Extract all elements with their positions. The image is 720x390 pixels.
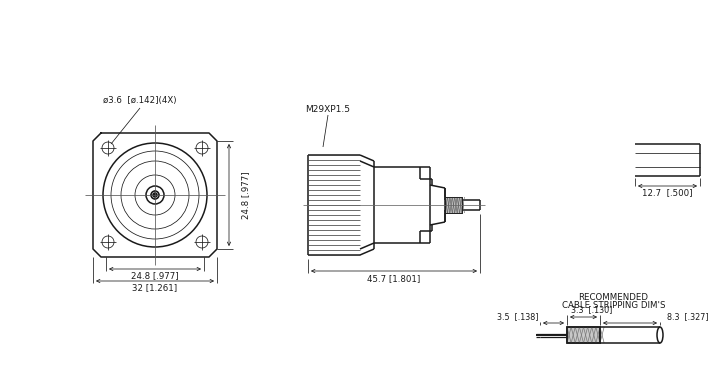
Text: M29XP1.5: M29XP1.5 [305, 106, 351, 115]
Bar [445, 197, 462, 213]
Bar [567, 327, 600, 343]
Bar [567, 327, 600, 343]
Text: 3.3  [.130]: 3.3 [.130] [571, 305, 612, 314]
Text: 32 [1.261]: 32 [1.261] [132, 284, 178, 292]
Text: 8.3  [.327]: 8.3 [.327] [667, 312, 708, 321]
Text: 24.8 [.977]: 24.8 [.977] [241, 171, 251, 219]
Text: 12.7  [.500]: 12.7 [.500] [642, 188, 693, 197]
Text: CABLE STRIPPING DIM'S: CABLE STRIPPING DIM'S [562, 301, 665, 310]
Text: 3.5  [.138]: 3.5 [.138] [498, 312, 539, 321]
Text: ø3.6  [ø.142](4X): ø3.6 [ø.142](4X) [103, 96, 176, 106]
Text: RECOMMENDED: RECOMMENDED [578, 292, 649, 301]
Circle shape [153, 193, 157, 197]
Bar [445, 197, 462, 213]
Text: 45.7 [1.801]: 45.7 [1.801] [367, 275, 420, 284]
Text: 24.8 [.977]: 24.8 [.977] [131, 271, 179, 280]
